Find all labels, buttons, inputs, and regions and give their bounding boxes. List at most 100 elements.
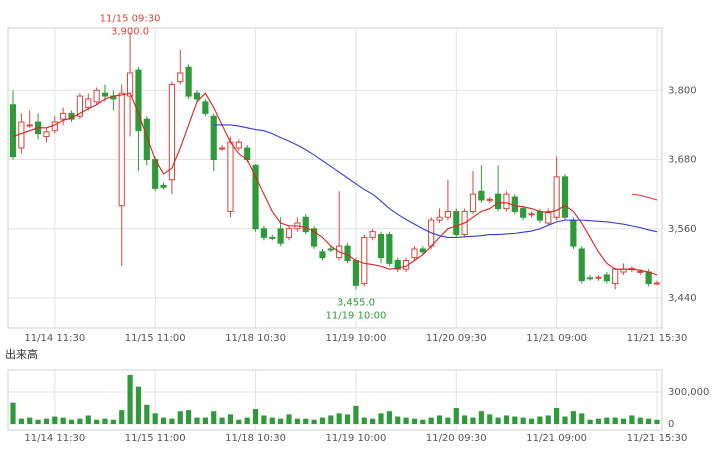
volume-bar [236,419,242,424]
candle-body [26,124,33,127]
x-tick-label: 11/18 10:30 [225,333,286,344]
volume-bar [361,417,367,424]
candle-body [444,210,452,218]
candle-body [344,245,351,261]
price-frame [7,27,663,329]
candle-body [168,84,176,181]
volume-bar [487,414,493,424]
volume-bar [620,418,627,424]
volume-bar [353,405,359,424]
candle-body [252,164,259,230]
x-tick-label: 11/20 09:30 [426,433,487,444]
candle-body [235,141,242,149]
volume-bar [85,415,91,424]
volume-bar [537,416,543,424]
volume-bar [646,418,652,424]
candle-body [486,198,493,201]
volume-bar [520,417,526,424]
y-tick-label: 3,680 [668,155,697,166]
volume-bar [18,418,24,424]
candle-body [101,92,109,97]
candle-body [352,260,360,286]
volume-bar [27,417,33,424]
volume-title: 出来高 [5,347,38,361]
candle-body [478,190,485,201]
volume-bar [604,417,610,424]
candle-body [118,92,125,207]
volume-bar [445,417,451,424]
candle-body [152,159,159,189]
volume-bar [303,418,309,424]
volume-bar [35,419,41,424]
volume-bar [10,402,16,424]
candle-body [528,213,535,216]
volume-bar [286,414,292,424]
candle-body [645,271,652,285]
x-tick-label: 11/15 11:00 [125,433,186,444]
volume-bar [211,411,217,424]
candle-body [227,141,234,212]
candle-body [18,121,25,149]
volume-bar [462,415,468,424]
x-tick-label: 11/15 11:00 [125,333,186,344]
volume-bar [495,417,501,424]
candle-body [218,147,226,150]
volume-bar [119,410,125,424]
volume-bar [386,411,392,424]
candle-body [436,216,443,221]
annotation-time: 11/19 10:00 [325,310,386,321]
candle-body [419,248,426,253]
volume-bar [94,419,100,424]
volume-bar [436,415,443,424]
candle-body [578,248,585,282]
volume-bar [227,414,234,424]
x-tick-label: 11/21 09:00 [526,433,587,444]
volume-bar [269,417,275,424]
candle-body [511,196,518,212]
x-tick-label: 11/19 10:00 [325,433,386,444]
candle-body [386,234,393,264]
volume-bar [411,418,418,424]
candle-body [394,260,401,270]
candle-body [369,231,376,238]
x-tick-label: 11/18 10:30 [225,433,286,444]
volume-bar [370,418,376,424]
candle-body [269,236,276,239]
candle-body [453,210,460,236]
volume-bar [328,415,334,424]
candle-body [202,101,209,114]
volume-bar [654,419,660,424]
candle-body [285,228,293,238]
volume-bar [595,418,602,424]
volume-bar [428,417,434,424]
candle-body [302,216,309,233]
candle-body [193,92,201,100]
volume-bar [177,411,183,424]
volume-bar [60,417,66,424]
candle-body [177,72,184,83]
volume-bar [470,417,476,424]
volume-bar [420,419,426,424]
x-tick-label: 11/21 09:00 [526,333,587,344]
volume-bar [68,419,75,424]
candle-body [327,248,334,251]
volume-bar [110,419,116,424]
volume-bar [194,417,200,424]
volume-bar [512,416,518,424]
volume-bar [554,408,560,424]
volume-bar [637,417,643,424]
volume-bar [127,374,133,424]
volume-bar [528,418,535,424]
candle-body [126,72,134,97]
candle-body [277,228,284,244]
y-tick-label: 3,800 [668,85,697,96]
candle-body [469,193,477,212]
candle-body [185,66,192,97]
volume-bar [135,386,142,424]
x-tick-label: 11/21 15:30 [627,433,688,444]
volume-bar [579,413,585,424]
candle-body [494,193,502,210]
volume-bar [478,411,484,424]
candle-body [411,248,418,259]
